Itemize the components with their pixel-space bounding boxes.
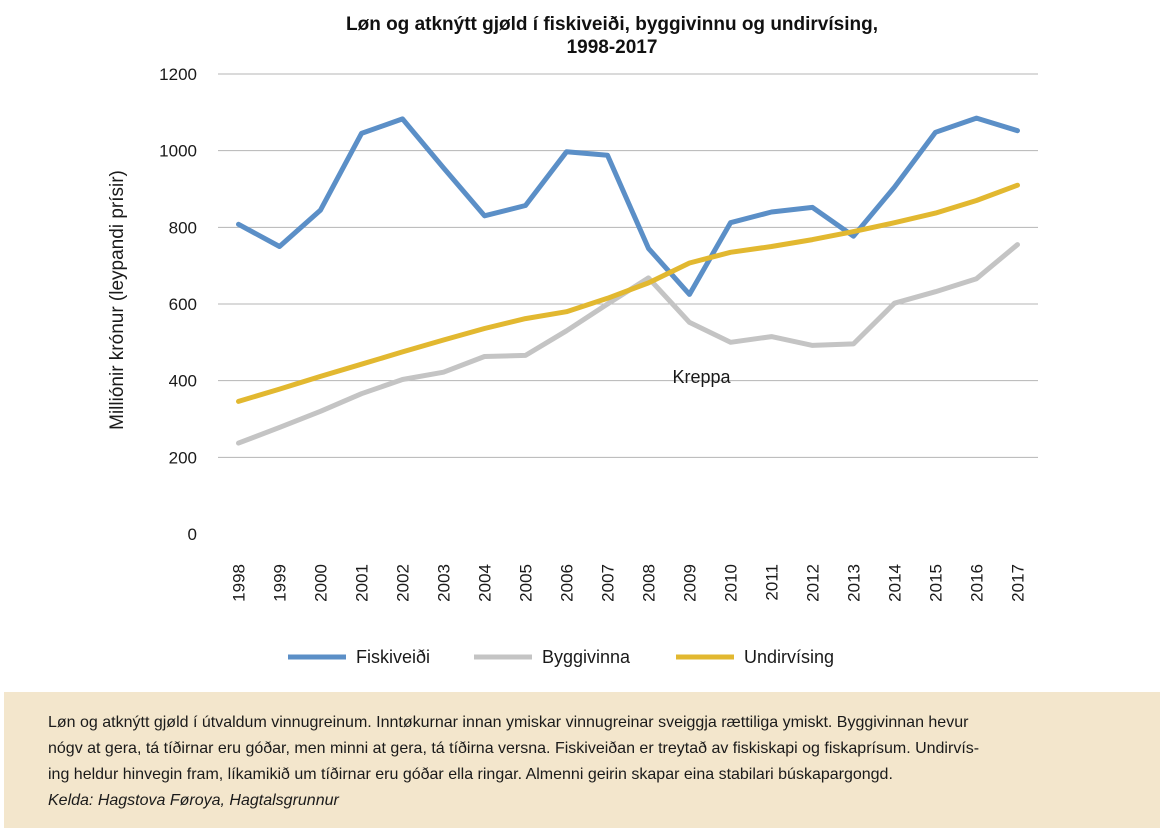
caption-line: Løn og atknýtt gjøld í útvaldum vinnugre… [48, 714, 969, 731]
legend-label: Fiskiveiði [356, 647, 430, 667]
annotation-label: Kreppa [672, 367, 731, 387]
legend: Fiskiveiði Byggivinna Undirvísing [288, 647, 834, 667]
x-tick-label: 2011 [763, 564, 782, 601]
y-tick-label: 200 [169, 448, 197, 467]
caption-box: Løn og atknýtt gjøld í útvaldum vinnugre… [4, 692, 1160, 828]
y-axis-label: Milliónir krónur (leypandi prísir) [107, 170, 128, 430]
chart-title-line: Løn og atknýtt gjøld í fiskiveiði, byggi… [346, 14, 878, 35]
x-tick-label: 1999 [271, 564, 290, 602]
series-line-fiskiveidi [236, 115, 1020, 297]
annotations: Kreppa [672, 367, 731, 387]
y-tick-label: 0 [188, 525, 197, 544]
x-tick-label: 2007 [599, 564, 618, 602]
chart: Løn og atknýtt gjøld í fiskiveiði, byggi… [107, 14, 1038, 667]
x-tick-label: 2003 [435, 564, 454, 602]
y-tick-label: 1000 [159, 142, 197, 161]
y-tick-label: 400 [169, 372, 197, 391]
x-tick-label: 2006 [558, 564, 577, 602]
x-axis-ticks: 1998 1999 2000 2001 2002 2003 2004 2005 2006 2007… [230, 564, 1028, 602]
x-tick-label: 2008 [640, 564, 659, 602]
y-tick-label: 600 [169, 295, 197, 314]
y-tick-label: 800 [169, 218, 197, 237]
x-tick-label: 2001 [353, 564, 372, 602]
y-axis-ticks: 0 200 400 600 800 1000 1200 [159, 65, 197, 544]
x-tick-label: 2004 [476, 564, 495, 602]
chart-title-line: 1998-2017 [567, 37, 658, 58]
series-line-undirvising [236, 182, 1020, 404]
x-tick-label: 2000 [312, 564, 331, 602]
legend-label: Byggivinna [542, 647, 631, 667]
x-tick-label: 2015 [927, 564, 946, 602]
caption-source: Kelda: Hagstova Føroya, Hagtalsgrunnur [48, 792, 339, 809]
x-tick-label: 2005 [517, 564, 536, 602]
x-tick-label: 2010 [722, 564, 741, 602]
series-line-byggivinna [236, 242, 1020, 446]
caption-line: ing heldur hinvegin fram, líkamikið um t… [48, 766, 893, 783]
caption-line: nógv at gera, tá tíðirnar eru góðar, men… [48, 740, 980, 757]
x-tick-label: 1998 [230, 564, 249, 602]
x-tick-label: 2012 [804, 564, 823, 602]
x-tick-label: 2016 [968, 564, 987, 602]
x-tick-label: 2009 [681, 564, 700, 602]
x-tick-label: 2002 [394, 564, 413, 602]
x-tick-label: 2014 [886, 564, 905, 602]
x-tick-label: 2017 [1009, 564, 1028, 602]
x-tick-label: 2013 [845, 564, 864, 602]
series-lines [236, 115, 1020, 446]
chart-title: Løn og atknýtt gjøld í fiskiveiði, byggi… [346, 14, 878, 58]
y-tick-label: 1200 [159, 65, 197, 84]
legend-label: Undirvísing [744, 647, 834, 667]
